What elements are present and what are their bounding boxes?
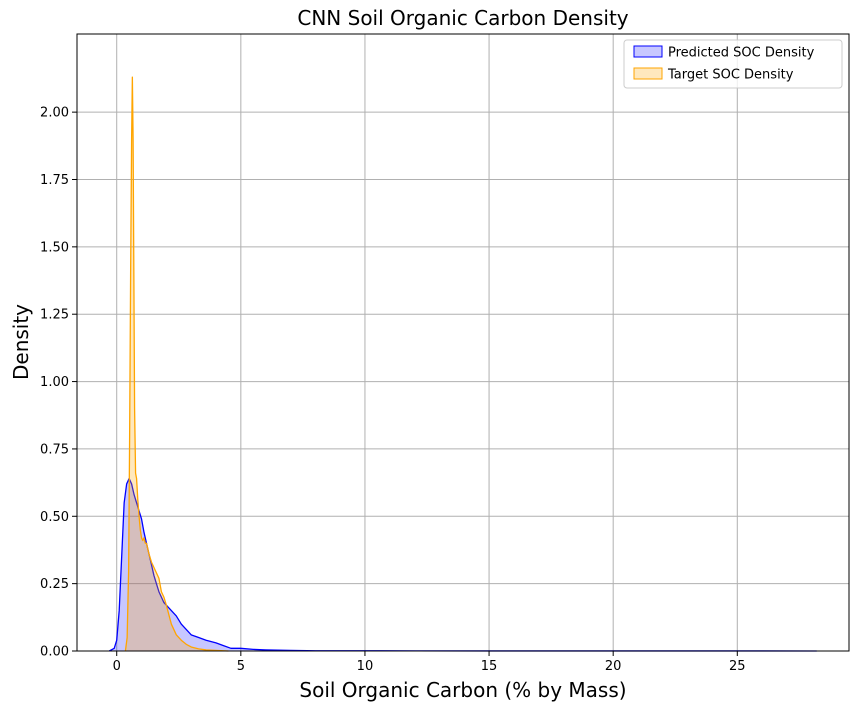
plot-frame bbox=[76, 33, 850, 652]
legend: Predicted SOC Density Target SOC Density bbox=[623, 39, 843, 89]
grid-lines bbox=[77, 34, 849, 652]
x-tick-label-3: 15 bbox=[481, 659, 498, 674]
x-axis-label: Soil Organic Carbon (% by Mass) bbox=[299, 678, 626, 702]
legend-label-1: Target SOC Density bbox=[667, 68, 794, 83]
x-tick-label-4: 20 bbox=[605, 659, 622, 674]
y-tick-label-0: 0.00 bbox=[40, 645, 69, 660]
y-axis-ticks: 0.00 0.25 0.50 0.75 1.00 1.25 1.50 1.75 2.00 bbox=[40, 106, 77, 660]
x-tick-label-1: 5 bbox=[237, 659, 245, 674]
x-tick-label-0: 0 bbox=[113, 659, 121, 674]
x-tick-label-5: 25 bbox=[729, 659, 746, 674]
y-tick-label-2: 0.50 bbox=[40, 510, 69, 525]
y-axis-label: Density bbox=[9, 304, 33, 380]
y-tick-label-4: 1.00 bbox=[40, 375, 69, 390]
series-line-1 bbox=[124, 76, 229, 652]
series-layer bbox=[108, 76, 817, 652]
series-area-1 bbox=[125, 77, 229, 652]
legend-frame bbox=[623, 39, 843, 89]
x-tick-label-2: 10 bbox=[357, 659, 374, 674]
series-area-0 bbox=[109, 478, 817, 651]
x-axis-ticks: 0 5 10 15 20 25 bbox=[113, 651, 746, 674]
y-tick-label-3: 0.75 bbox=[40, 442, 69, 457]
y-tick-label-1: 0.25 bbox=[40, 577, 69, 592]
y-tick-label-8: 2.00 bbox=[40, 106, 69, 121]
legend-label-0: Predicted SOC Density bbox=[668, 46, 815, 61]
y-tick-label-6: 1.50 bbox=[40, 240, 69, 255]
legend-swatch-1 bbox=[633, 67, 663, 80]
legend-swatch-0 bbox=[633, 45, 663, 58]
y-tick-label-5: 1.25 bbox=[40, 308, 69, 323]
y-tick-label-7: 1.75 bbox=[40, 173, 69, 188]
chart-title: CNN Soil Organic Carbon Density bbox=[297, 6, 628, 30]
